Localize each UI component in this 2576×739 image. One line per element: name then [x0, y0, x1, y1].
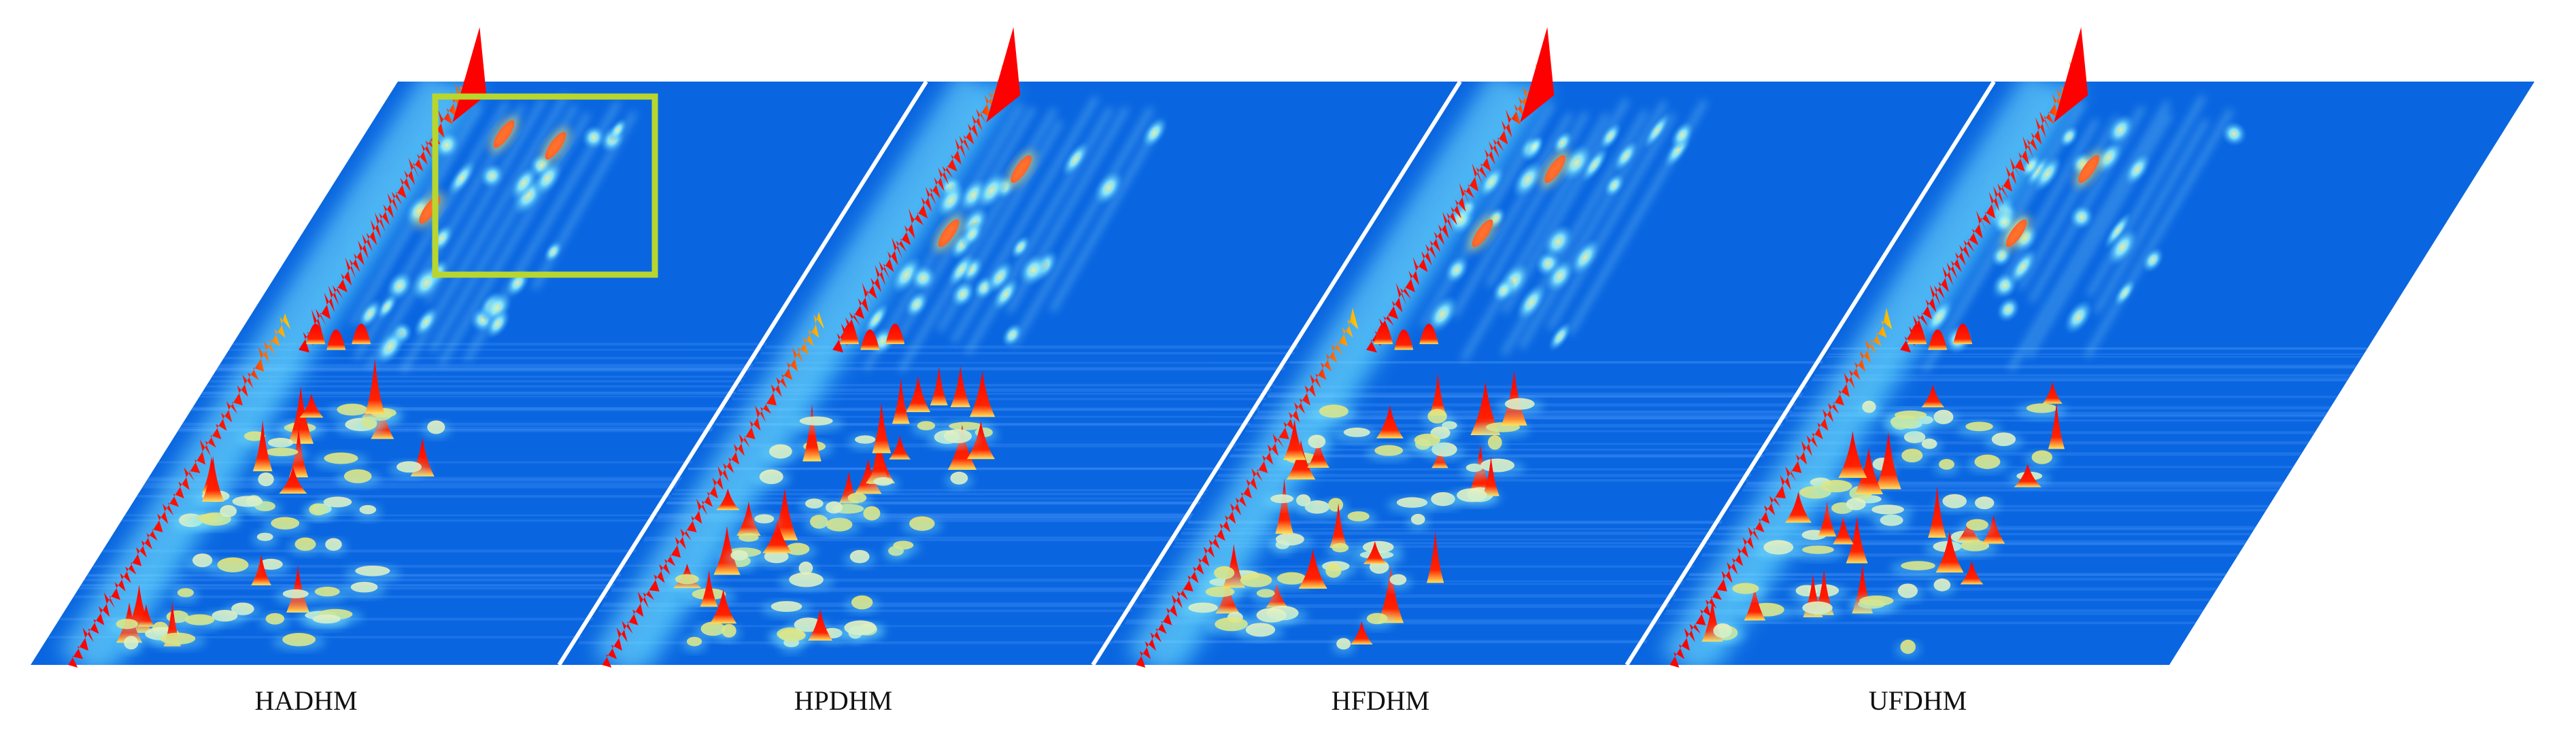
- panel-label-hpdhm: HPDHM: [794, 685, 892, 716]
- tallest-peak: [986, 27, 1021, 122]
- chromatogram-panel-hpdhm: [557, 27, 1467, 668]
- major-ridge: [1900, 60, 2080, 353]
- chromatogram-panels: [31, 27, 2535, 668]
- tallest-peak: [2054, 27, 2088, 122]
- major-ridge: [1136, 307, 1359, 668]
- tallest-peak: [1520, 27, 1555, 122]
- major-ridge: [832, 59, 1013, 353]
- surface-plane: [31, 82, 933, 665]
- chromatogram-panel-hadhm: [31, 27, 933, 668]
- panel-label-hadhm: HADHM: [254, 685, 357, 716]
- panel-label-hfdhm: HFDHM: [1332, 685, 1429, 716]
- panel-labels: HADHM HPDHM HFDHM UFDHM: [254, 685, 1967, 716]
- zoom-highlight-box: [432, 93, 658, 278]
- surface-plane: [1632, 82, 2535, 665]
- major-ridge: [1366, 61, 1546, 353]
- panel-label-ufdhm: UFDHM: [1869, 685, 1967, 716]
- surface-plane: [1098, 82, 2001, 665]
- major-ridge: [602, 311, 825, 668]
- chromatogram-panel-hfdhm: [1091, 27, 2001, 668]
- major-ridge: [68, 313, 291, 668]
- chromatogram-panel-ufdhm: [1625, 27, 2535, 668]
